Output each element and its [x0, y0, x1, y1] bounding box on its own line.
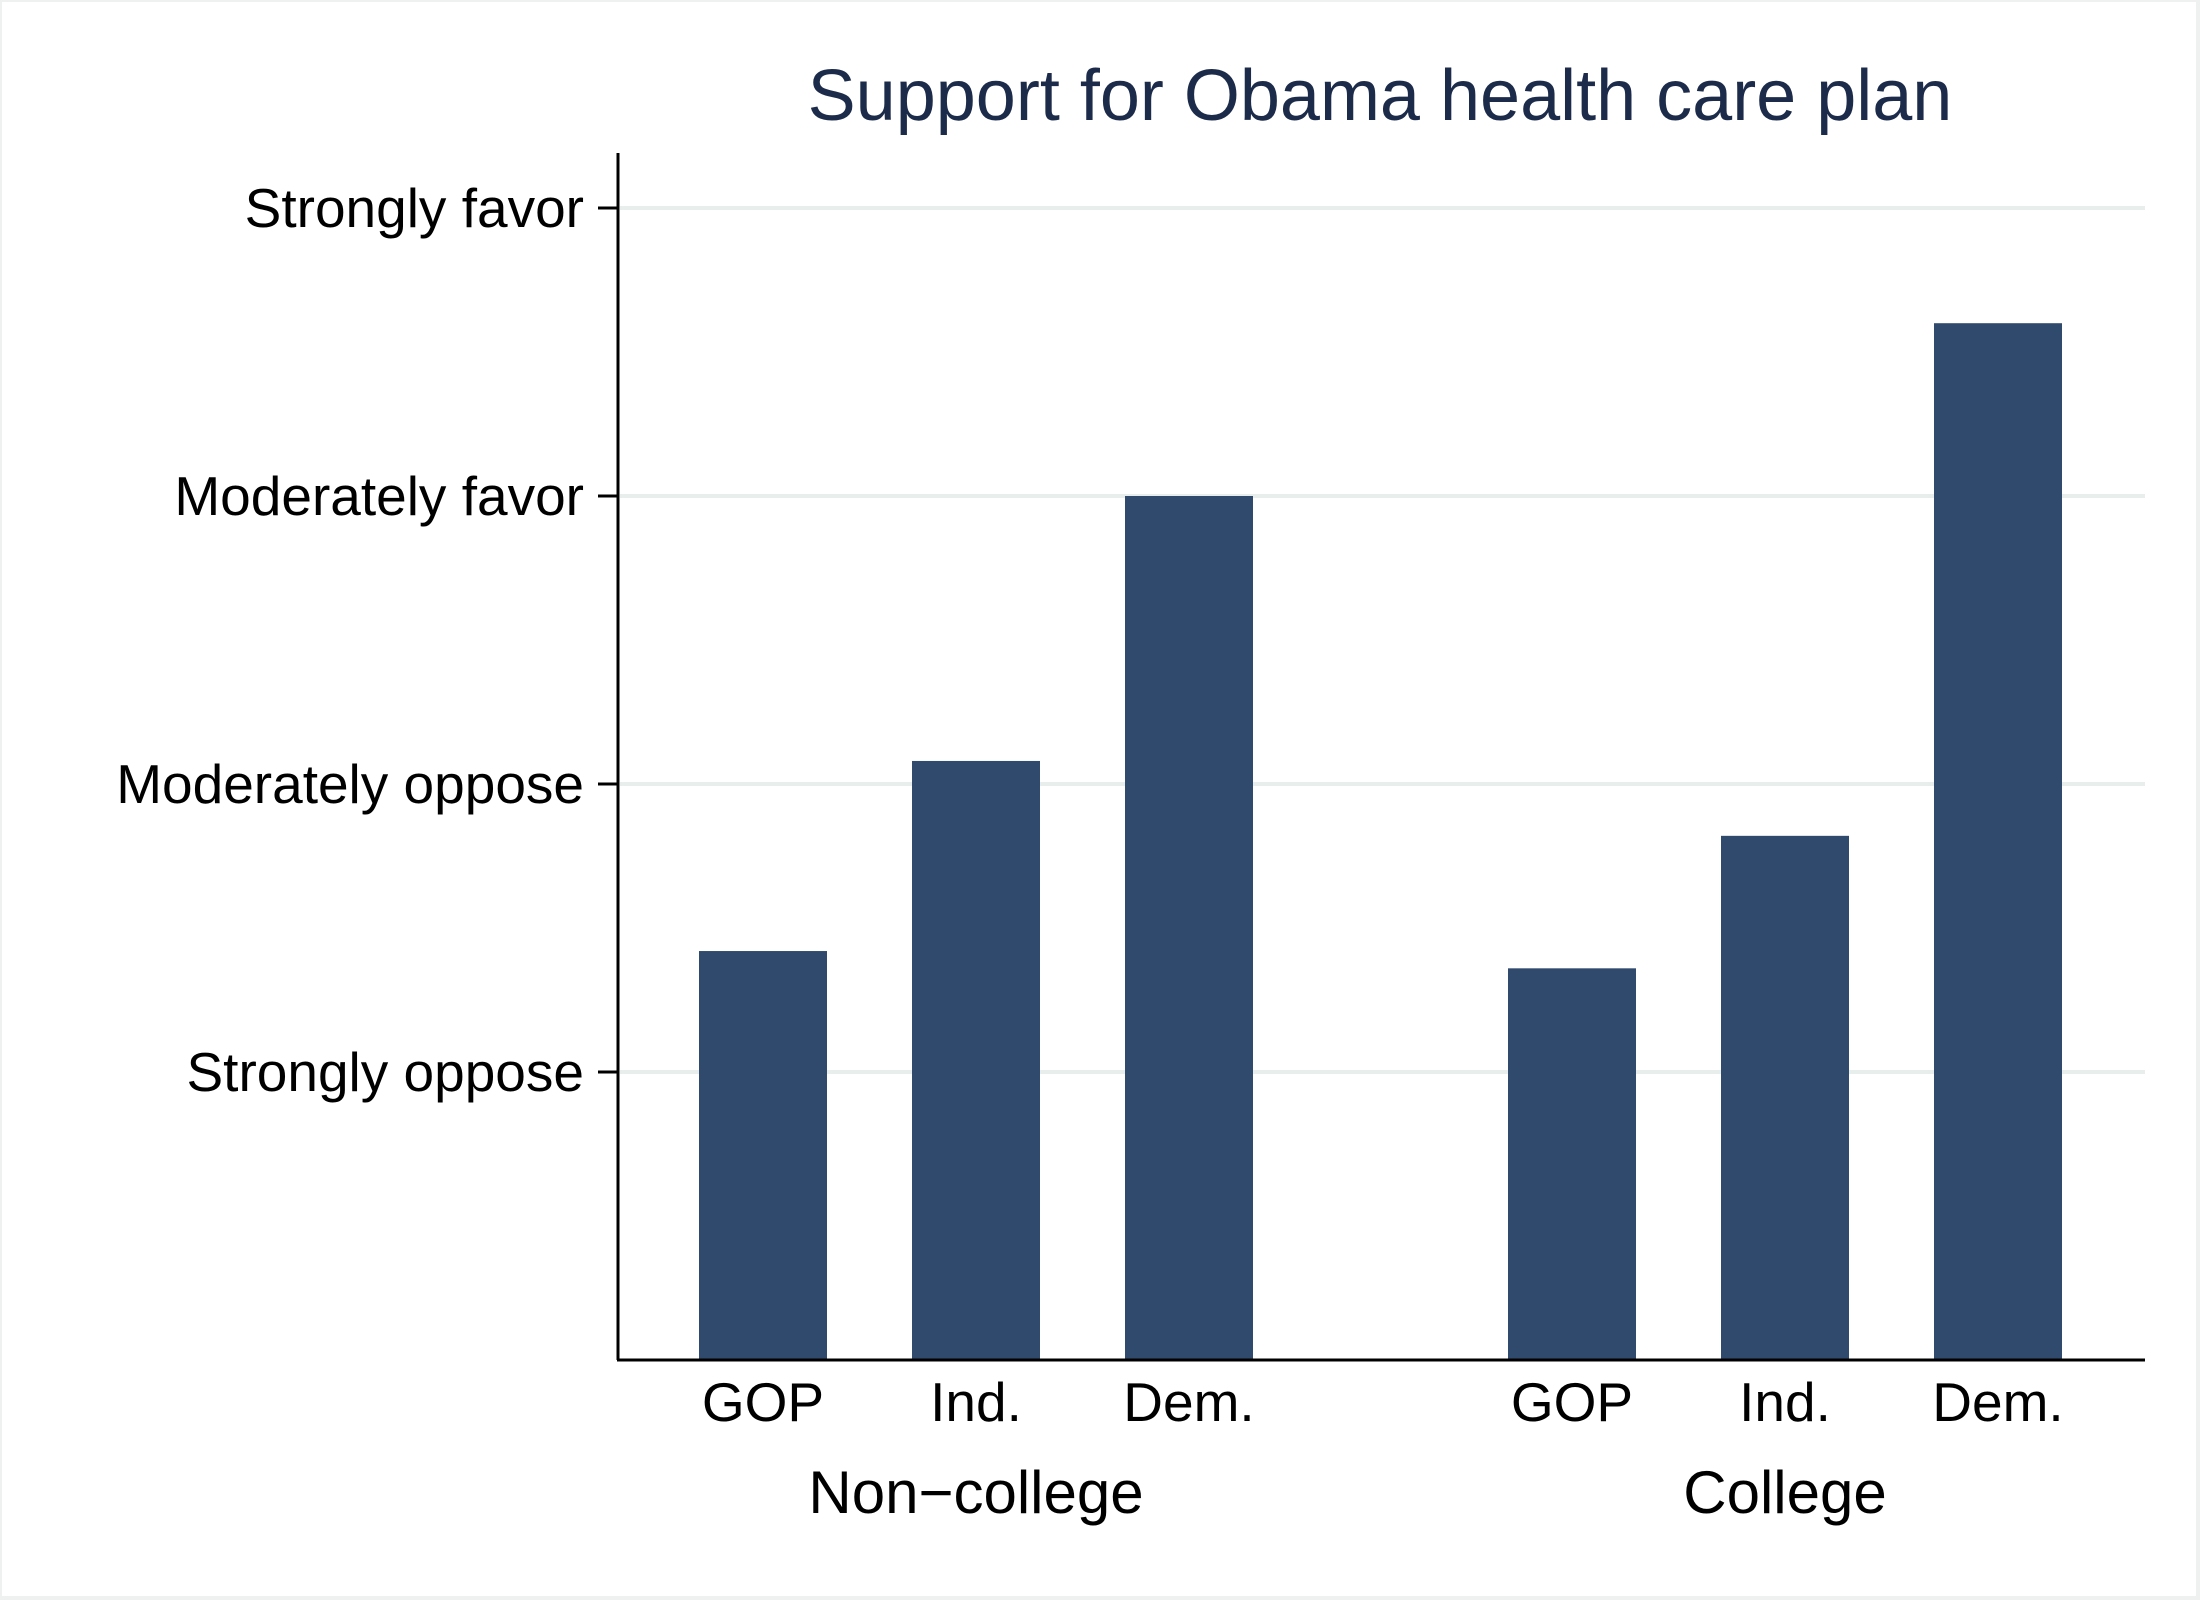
y-tick-label: Strongly favor [245, 177, 584, 239]
x-group-label: Non−college [808, 1459, 1143, 1526]
bar [1721, 835, 1849, 1360]
bar [1934, 323, 2062, 1361]
bar [1125, 496, 1253, 1360]
y-tick-label: Moderately oppose [116, 753, 584, 815]
x-category-label: GOP [1511, 1371, 1633, 1433]
bar [912, 760, 1040, 1360]
x-group-label: College [1683, 1459, 1886, 1526]
x-axis-labels: GOP Ind. Dem. Non−college GOP Ind. Dem. College [702, 1371, 2064, 1526]
bar [699, 951, 827, 1360]
x-category-label: GOP [702, 1371, 824, 1433]
x-category-label: Dem. [1123, 1371, 1254, 1433]
x-category-label: Ind. [1739, 1371, 1831, 1433]
chart-title: Support for Obama health care plan [808, 56, 1953, 136]
y-tick-label: Moderately favor [174, 465, 584, 527]
gridlines [620, 206, 2145, 1074]
bars [699, 323, 2062, 1361]
bar [1508, 968, 1636, 1360]
y-tick-label: Strongly oppose [187, 1041, 585, 1103]
x-category-label: Dem. [1932, 1371, 2063, 1433]
y-axis-ticks: Strongly oppose Moderately oppose Moderate… [116, 177, 618, 1103]
x-category-label: Ind. [930, 1371, 1022, 1433]
